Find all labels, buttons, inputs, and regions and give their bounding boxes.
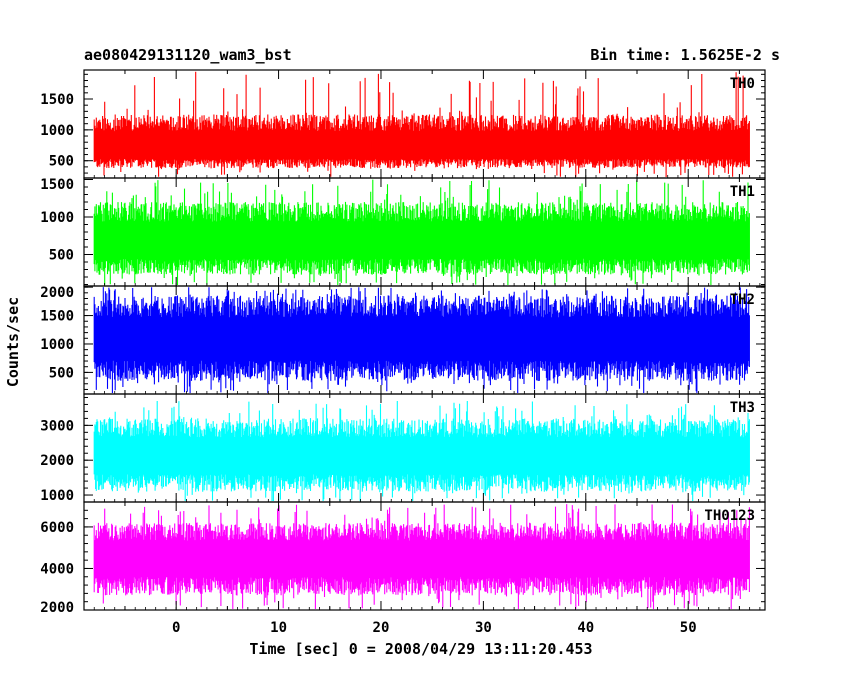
x-tick-label: 0 — [172, 620, 180, 636]
panel-th3: 1000 2000 3000 TH3 — [40, 393, 766, 504]
y-tick-label: 1500 — [40, 92, 74, 108]
x-tick-label: 40 — [577, 620, 594, 636]
panel-label-th2: TH2 — [730, 292, 755, 308]
y-tick-label: 2000 — [40, 285, 74, 301]
y-tick-label: 500 — [49, 248, 74, 264]
y-tick-label: 500 — [49, 365, 74, 381]
panel-label-th1: TH1 — [730, 184, 755, 200]
series-line-th1 — [93, 179, 750, 285]
series-line-th0 — [93, 71, 750, 177]
series-line-th3 — [93, 401, 750, 501]
y-tick-label: 1500 — [40, 177, 74, 193]
panel-label-th0: TH0 — [730, 76, 755, 92]
y-tick-label: 4000 — [40, 561, 74, 577]
y-tick-label: 6000 — [40, 520, 74, 536]
series-line-th0123 — [93, 504, 750, 609]
y-tick-label: 1000 — [40, 488, 74, 504]
y-tick-label: 500 — [49, 154, 74, 170]
y-tick-label: 1000 — [40, 337, 74, 353]
panel-th2: 500 1000 1500 2000 TH2 — [40, 285, 766, 395]
series-line-th2 — [93, 287, 750, 393]
x-tick-label: 50 — [680, 620, 697, 636]
panel-label-th0123: TH0123 — [704, 508, 755, 524]
x-tick-label: 20 — [373, 620, 390, 636]
x-tick-label: 10 — [270, 620, 287, 636]
x-axis-label: Time [sec] 0 = 2008/04/29 13:11:20.453 — [249, 640, 592, 658]
panel-th1: 500 1000 1500 TH1 — [40, 177, 766, 287]
panel-label-th3: TH3 — [730, 400, 755, 416]
y-tick-label: 2000 — [40, 453, 74, 469]
panel-frame — [83, 501, 766, 611]
y-tick-label: 1000 — [40, 210, 74, 226]
x-tick-label: 30 — [475, 620, 492, 636]
bin-time-label: Bin time: 1.5625E-2 s — [590, 46, 780, 64]
y-tick-label: 2000 — [40, 600, 74, 616]
y-tick-label: 1000 — [40, 123, 74, 139]
figure-title: ae080429131120_wam3_bst — [84, 46, 292, 64]
panel-th0: 500 1000 1500 TH0 — [40, 69, 766, 179]
y-axis-label: Counts/sec — [4, 297, 22, 387]
y-tick-label: 3000 — [40, 418, 74, 434]
y-tick-label: 1500 — [40, 309, 74, 325]
panel-th0123: 2000 4000 6000 TH0123 — [40, 501, 766, 616]
